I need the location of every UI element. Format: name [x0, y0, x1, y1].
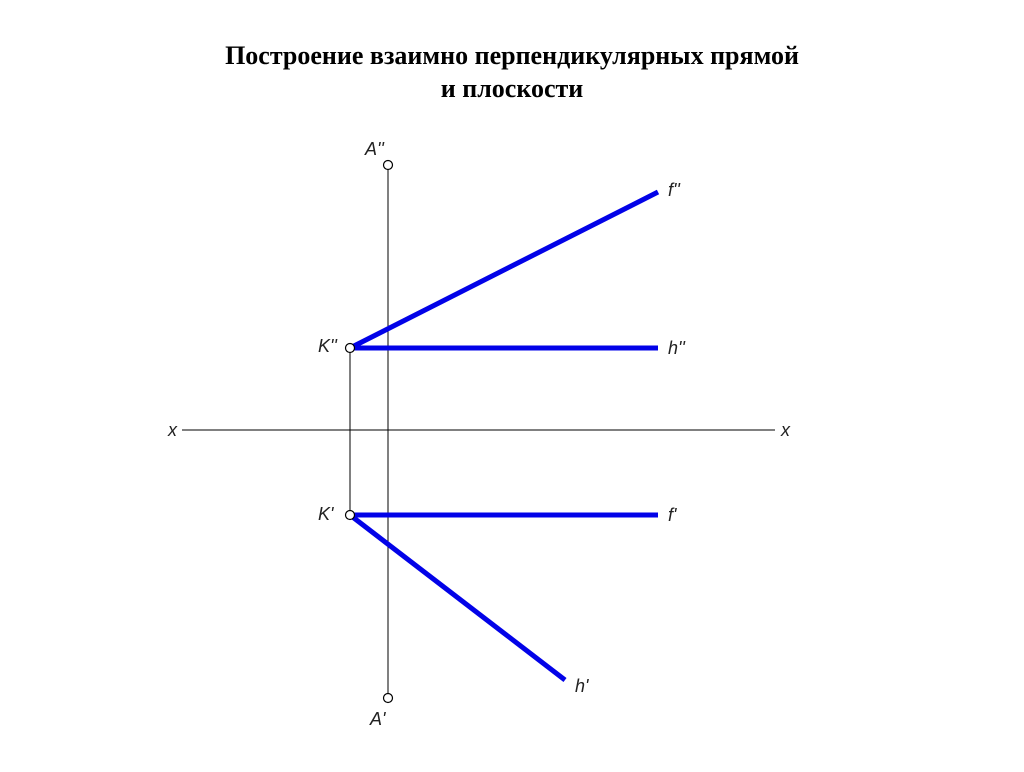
point-label-K2: K'': [318, 336, 337, 356]
diagram-container: x x f'' h'' f' h' A'' K'' K' A': [0, 0, 1024, 772]
blue-line-f2: [350, 192, 658, 348]
point-A2: [384, 161, 393, 170]
blue-line-label-h1: h': [575, 676, 589, 696]
blue-line-label-h2: h'': [668, 338, 685, 358]
x-axis-label-left: x: [167, 420, 178, 440]
point-A1: [384, 694, 393, 703]
blue-line-h1: [350, 515, 565, 680]
blue-line-label-f1: f': [668, 505, 677, 525]
point-K2: [346, 344, 355, 353]
point-label-A2: A'': [364, 139, 384, 159]
point-label-K1: K': [318, 504, 334, 524]
x-axis-label-right: x: [780, 420, 791, 440]
diagram-svg: x x f'' h'' f' h' A'' K'' K' A': [0, 0, 1024, 767]
point-label-A1: A': [369, 709, 386, 729]
point-K1: [346, 511, 355, 520]
blue-line-label-f2: f'': [668, 180, 680, 200]
